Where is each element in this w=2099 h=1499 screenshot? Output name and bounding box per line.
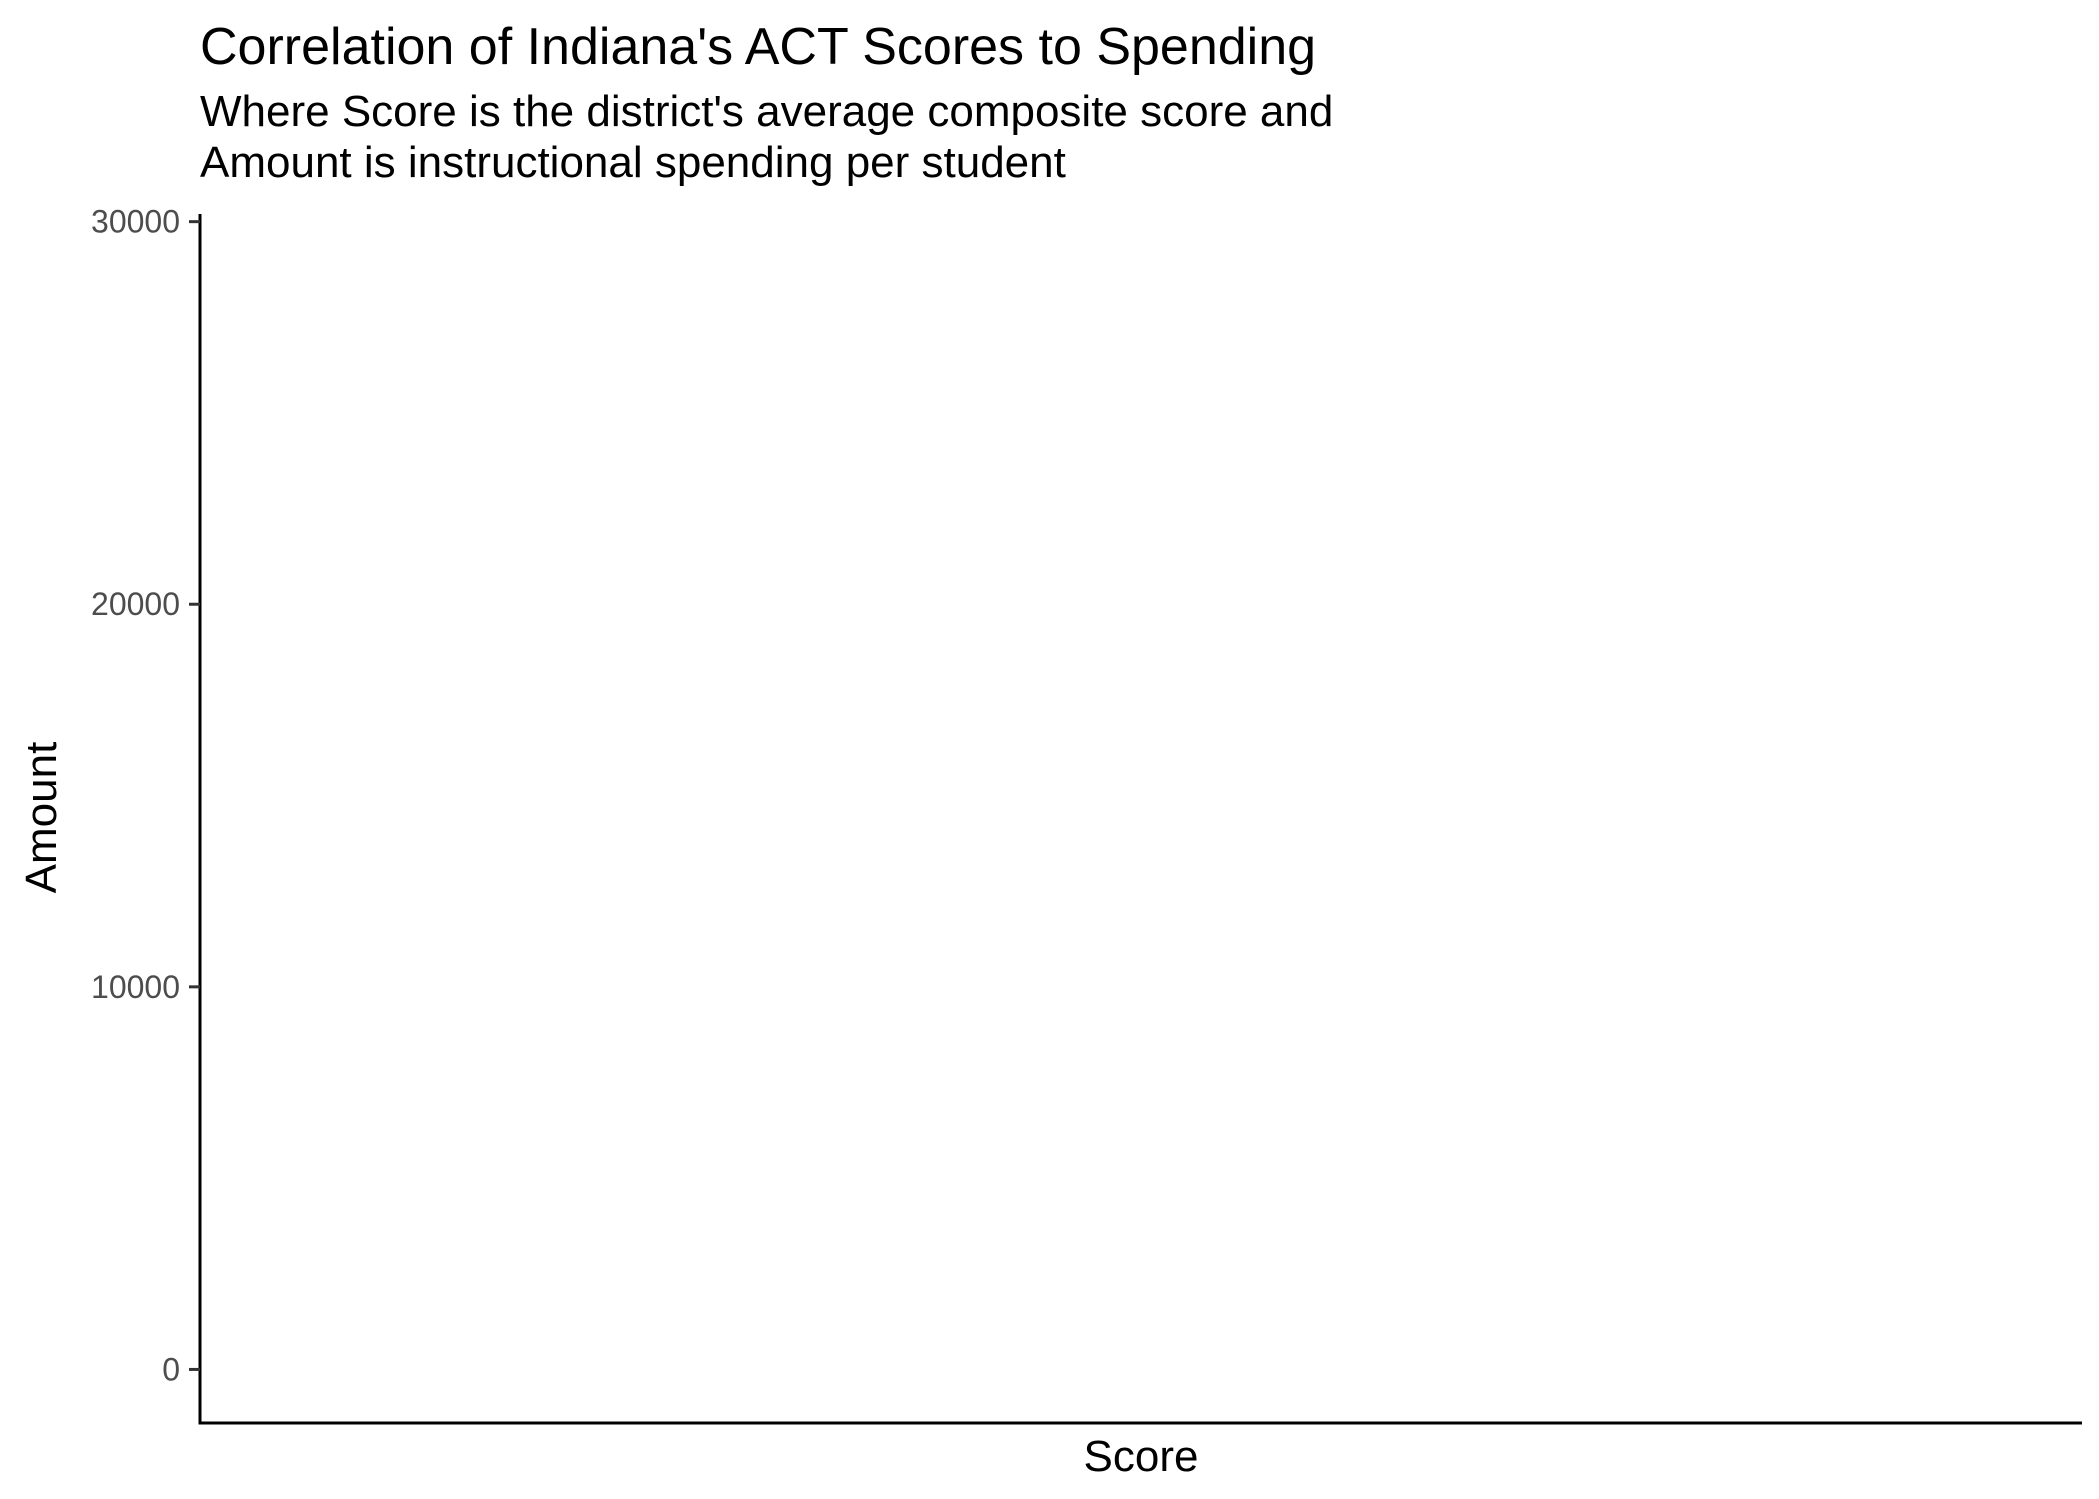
chart-subtitle-line-2: Amount is instructional spending per stu…: [200, 138, 1066, 187]
y-tick-label: 0: [162, 1351, 180, 1387]
chart-subtitle: Where Score is the district's average co…: [200, 86, 1333, 188]
chart-subtitle-line-1: Where Score is the district's average co…: [200, 87, 1334, 136]
y-tick-label: 30000: [91, 204, 180, 240]
y-axis-title: Amount: [17, 742, 66, 894]
y-tick-label: 20000: [91, 586, 180, 622]
chart-title: Correlation of Indiana's ACT Scores to S…: [200, 18, 1317, 76]
y-axis: 0 10000 20000 30000: [91, 204, 202, 1423]
y-tick-label: 10000: [91, 969, 180, 1005]
x-axis-title: Score: [1084, 1432, 1199, 1481]
